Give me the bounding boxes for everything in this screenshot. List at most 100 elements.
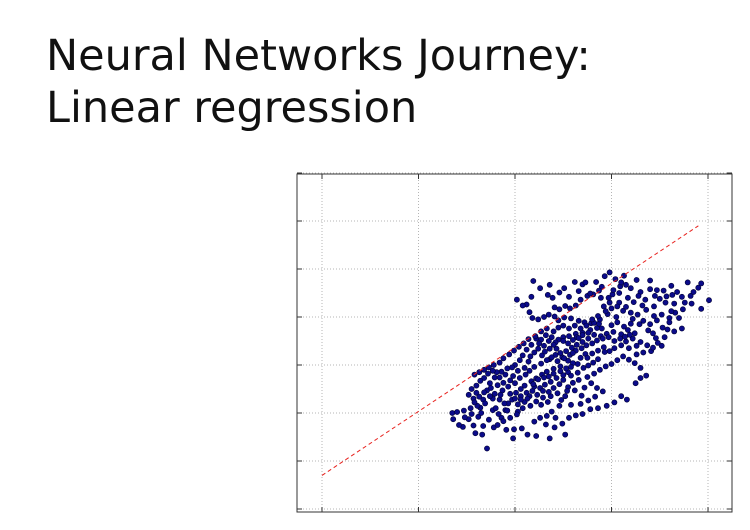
data-point [606,269,613,276]
data-point [593,279,599,285]
data-point [551,424,558,431]
data-point [623,281,629,288]
data-point [578,392,585,399]
data-point [598,294,604,301]
data-point [540,394,546,401]
data-point [680,306,686,313]
grid-lines [297,172,732,512]
data-point [556,402,563,409]
data-point [550,385,557,391]
data-points [449,269,712,452]
data-point [545,373,552,380]
data-point [547,378,554,385]
data-point [482,400,488,407]
data-point [591,331,597,338]
data-point [516,375,523,381]
data-point [633,277,640,283]
data-point [542,381,548,388]
data-point [605,334,612,341]
data-point [568,372,574,379]
data-point [600,344,607,351]
data-point [640,349,647,356]
data-point [506,351,513,358]
data-point [624,396,630,403]
data-point [533,398,540,405]
data-point [627,320,634,327]
data-point [589,340,596,347]
data-point [481,366,487,373]
data-point [468,386,475,392]
data-point [539,352,545,359]
data-point [589,350,596,357]
data-point [548,408,555,415]
data-point [580,364,587,371]
data-point [525,358,532,365]
data-point [633,342,640,349]
data-point [525,336,532,342]
data-point [671,328,678,335]
data-point [661,334,668,341]
data-point [594,337,600,344]
data-point [502,371,509,378]
data-point [630,299,637,305]
data-point [611,338,618,344]
data-point [477,377,484,384]
data-point [516,343,522,350]
data-point [608,361,615,367]
data-point [602,363,609,370]
data-point [486,380,493,387]
data-point [481,375,487,381]
data-point [560,376,567,383]
data-point [512,395,518,402]
data-point [541,314,547,320]
data-point [647,321,653,328]
title-line-1: Neural Networks Journey: [46,31,591,81]
data-point [510,435,516,442]
data-point [550,365,557,372]
data-point [564,387,570,394]
data-point [595,356,601,363]
data-point [650,344,656,351]
data-point [591,370,597,377]
data-point [555,324,562,331]
data-point [679,293,685,300]
data-point [595,347,601,354]
data-point [543,421,549,428]
data-point [557,368,564,375]
data-point [562,431,569,438]
data-point [549,294,556,301]
data-point [504,365,511,372]
data-point [632,380,639,387]
data-point [550,370,557,377]
data-point [614,303,621,310]
data-point [535,316,542,323]
data-point [575,376,582,383]
data-point [563,348,569,354]
data-point [557,363,564,370]
data-point [698,305,705,312]
data-point [517,396,524,403]
data-point [570,379,576,386]
data-point [515,367,521,374]
data-point [574,361,581,367]
data-point [601,273,608,280]
data-point [560,338,567,344]
data-point [536,340,542,347]
data-point [669,291,676,298]
data-point [500,418,507,425]
data-point [610,287,617,293]
data-point [651,313,657,319]
data-point [479,431,486,438]
data-point [647,286,653,293]
data-point [627,309,634,316]
data-point [556,306,563,313]
data-point [497,391,504,398]
data-point [561,285,568,292]
data-point [642,296,649,303]
data-point [545,338,552,344]
data-point [578,345,585,352]
data-point [608,322,615,329]
data-point [494,382,501,389]
data-point [626,345,632,352]
